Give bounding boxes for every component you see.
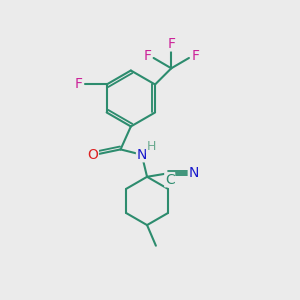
Text: F: F (167, 37, 175, 51)
Text: H: H (146, 140, 156, 153)
Text: N: N (189, 166, 199, 180)
Text: O: O (87, 148, 98, 162)
Text: F: F (75, 77, 83, 92)
Text: F: F (143, 49, 151, 63)
Text: F: F (191, 49, 200, 63)
Text: N: N (136, 148, 147, 162)
Text: C: C (165, 173, 175, 187)
